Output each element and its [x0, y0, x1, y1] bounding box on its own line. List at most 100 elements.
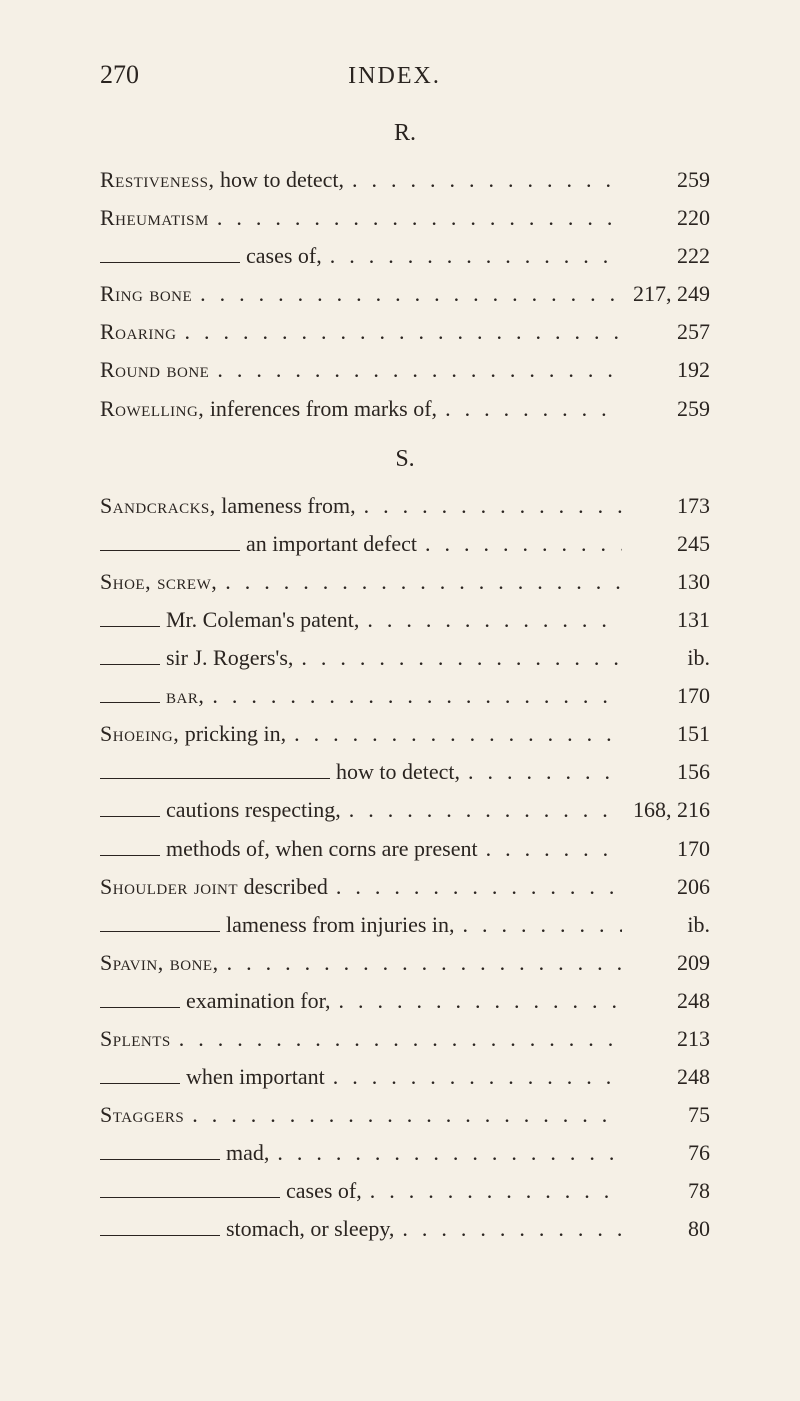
entry-page: 257 [630, 315, 710, 349]
leader-dots [212, 679, 622, 713]
continuation-dash [100, 841, 160, 855]
entry-label: Shoulder joint described [100, 870, 328, 904]
leader-dots [349, 793, 622, 827]
entry-label: Round bone [100, 353, 209, 387]
index-entry: how to detect,156 [100, 755, 710, 789]
index-sections: R.Restiveness, how to detect,259Rheumati… [100, 120, 710, 1247]
page-number: 270 [100, 60, 139, 90]
leader-dots [225, 565, 622, 599]
entry-label: methods of, when corns are present [100, 832, 478, 866]
entry-label: cautions respecting, [100, 793, 341, 827]
entry-page: 245 [630, 527, 710, 561]
entry-label: cases of, [100, 239, 322, 273]
index-entry: Staggers 75 [100, 1098, 710, 1132]
index-entry: Shoulder joint described 206 [100, 870, 710, 904]
entry-page: 192 [630, 353, 710, 387]
entry-page: 170 [630, 679, 710, 713]
entry-page: 213 [630, 1022, 710, 1056]
index-entry: cases of,222 [100, 239, 710, 273]
index-entry: examination for,248 [100, 984, 710, 1018]
index-entry: Spavin, bone,209 [100, 946, 710, 980]
header-title: INDEX. [348, 63, 441, 90]
entry-page: 217, 249 [630, 277, 710, 311]
leader-dots [330, 239, 622, 273]
continuation-dash [100, 249, 240, 263]
leader-dots [200, 277, 622, 311]
section-letter: R. [100, 120, 710, 147]
entry-label: Spavin, bone, [100, 946, 219, 980]
leader-dots [370, 1174, 622, 1208]
leader-dots [425, 527, 622, 561]
index-entry: bar, 170 [100, 679, 710, 713]
entry-page: 220 [630, 201, 710, 235]
entry-label: Staggers [100, 1098, 184, 1132]
continuation-dash [100, 689, 160, 703]
leader-dots [227, 946, 622, 980]
leader-dots [468, 755, 622, 789]
entry-page: 75 [630, 1098, 710, 1132]
section-letter: S. [100, 446, 710, 473]
entry-page: 173 [630, 489, 710, 523]
index-entry: methods of, when corns are present170 [100, 832, 710, 866]
index-entry: stomach, or sleepy,80 [100, 1212, 710, 1246]
index-entry: sir J. Rogers's,ib. [100, 641, 710, 675]
index-entry: Ring bone 217, 249 [100, 277, 710, 311]
index-page: 270 INDEX. R. Restiveness, how to detect,… [0, 0, 800, 1401]
leader-dots [339, 984, 622, 1018]
continuation-dash [100, 994, 180, 1008]
index-entry: Roaring 257 [100, 315, 710, 349]
entry-label: Sandcracks, lameness from, [100, 489, 356, 523]
entry-page: 248 [630, 1060, 710, 1094]
continuation-dash [100, 651, 160, 665]
entry-label: Restiveness, how to detect, [100, 163, 344, 197]
index-entry: cases of, 78 [100, 1174, 710, 1208]
index-entry: cautions respecting, 168, 216 [100, 793, 710, 827]
index-entry: Sandcracks, lameness from, 173 [100, 489, 710, 523]
entry-label: stomach, or sleepy, [100, 1212, 394, 1246]
index-entry: Rowelling, inferences from marks of, 259 [100, 392, 710, 426]
index-entry: lameness from injuries in,ib. [100, 908, 710, 942]
entry-label: bar, [100, 679, 204, 713]
continuation-dash [100, 1146, 220, 1160]
leader-dots [445, 392, 622, 426]
leader-dots [333, 1060, 622, 1094]
entry-page: 78 [630, 1174, 710, 1208]
entry-page: 151 [630, 717, 710, 751]
entry-label: cases of, [100, 1174, 362, 1208]
index-entry: Splents 213 [100, 1022, 710, 1056]
leader-dots [192, 1098, 622, 1132]
leader-dots [463, 908, 622, 942]
leader-dots [294, 717, 622, 751]
index-entry: when important248 [100, 1060, 710, 1094]
continuation-dash [100, 1222, 220, 1236]
index-entry: Shoe, screw,130 [100, 565, 710, 599]
entry-page: 168, 216 [630, 793, 710, 827]
entry-label: Ring bone [100, 277, 192, 311]
entry-label: Shoeing, pricking in, [100, 717, 286, 751]
leader-dots [217, 353, 622, 387]
entry-page: 131 [630, 603, 710, 637]
entry-label: Mr. Coleman's patent, [100, 603, 359, 637]
index-entry: Restiveness, how to detect,259 [100, 163, 710, 197]
leader-dots [336, 870, 622, 904]
entry-page: 156 [630, 755, 710, 789]
entry-label: Roaring [100, 315, 177, 349]
index-entry: an important defect 245 [100, 527, 710, 561]
continuation-dash [100, 613, 160, 627]
entry-label: Splents [100, 1022, 171, 1056]
entry-page: 206 [630, 870, 710, 904]
entry-page: 130 [630, 565, 710, 599]
entry-label: Rowelling, inferences from marks of, [100, 392, 437, 426]
leader-dots [179, 1022, 622, 1056]
leader-dots [352, 163, 622, 197]
entry-page: 76 [630, 1136, 710, 1170]
entry-page: 259 [630, 392, 710, 426]
leader-dots [217, 201, 622, 235]
leader-dots [402, 1212, 622, 1246]
entry-label: an important defect [100, 527, 417, 561]
entry-page: ib. [630, 908, 710, 942]
index-entry: mad,76 [100, 1136, 710, 1170]
index-entry: Rheumatism220 [100, 201, 710, 235]
leader-dots [364, 489, 622, 523]
continuation-dash [100, 537, 240, 551]
